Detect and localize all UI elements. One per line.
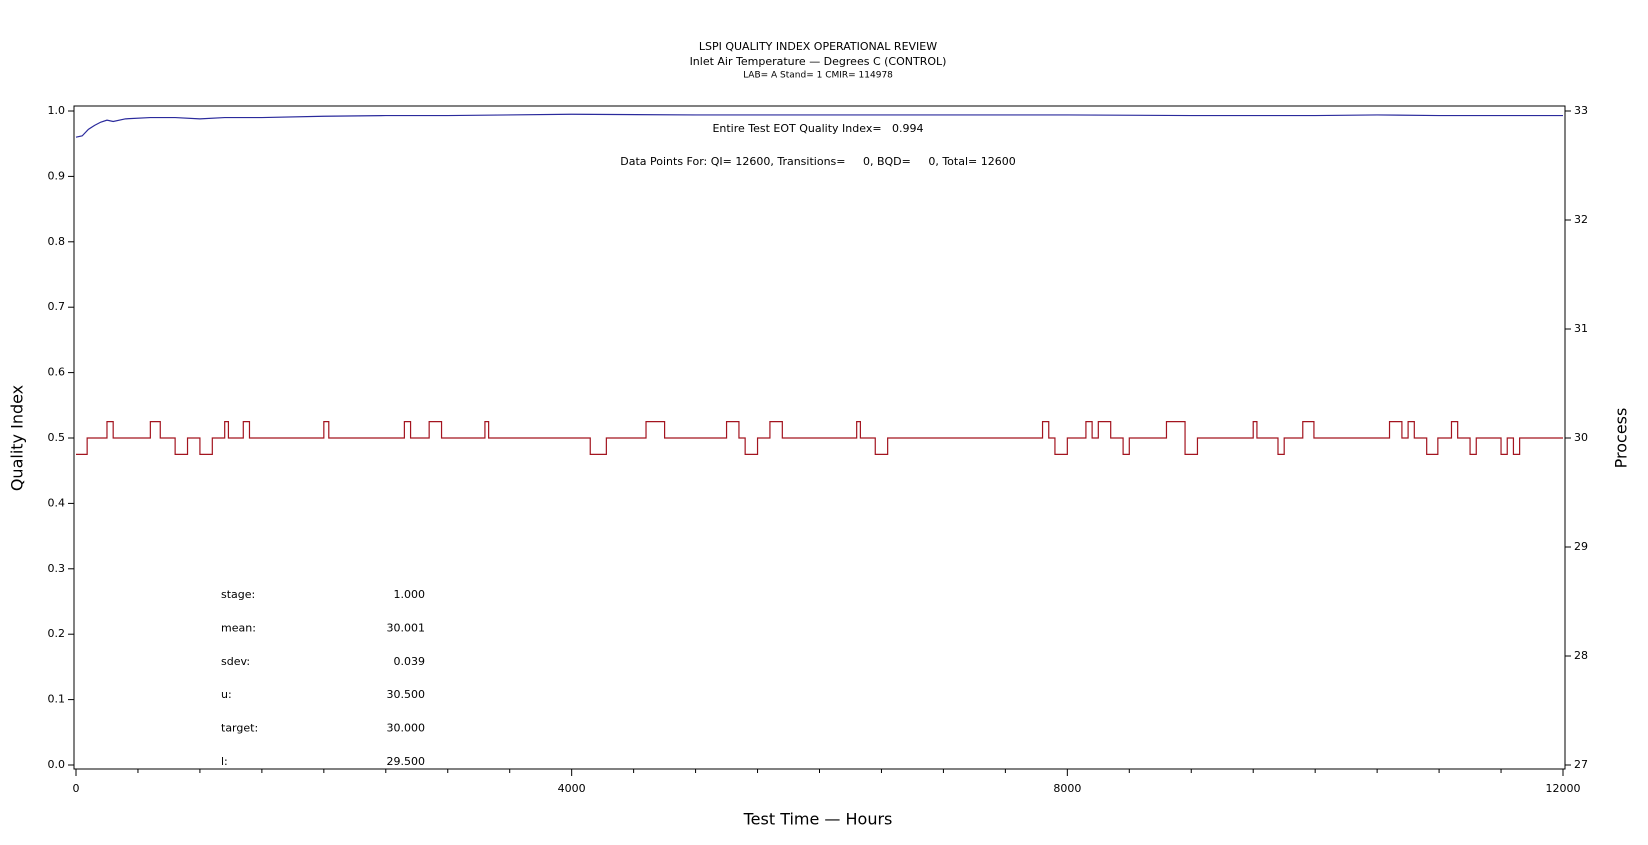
- annotation: Data Points For: QI= 12600, Transitions=…: [620, 155, 1015, 168]
- stat-value: 30.500: [387, 688, 426, 701]
- y2-tick-label: 30: [1574, 431, 1588, 444]
- y2-axis-label: Process: [1612, 408, 1631, 469]
- stat-label: mean:: [221, 621, 256, 634]
- y2-tick-label: 27: [1574, 758, 1588, 771]
- y-tick-label: 0.9: [48, 169, 66, 182]
- y2-tick-label: 28: [1574, 649, 1588, 662]
- y-tick-label: 0.2: [48, 627, 66, 640]
- stat-label: target:: [221, 722, 258, 735]
- stat-label: stage:: [221, 588, 255, 601]
- y2-tick-label: 31: [1574, 322, 1588, 335]
- stat-value: 29.500: [387, 755, 426, 768]
- stat-value: 0.039: [394, 655, 426, 668]
- y-tick-label: 0.1: [48, 693, 66, 706]
- y-axis-label: Quality Index: [8, 385, 27, 491]
- x-tick-label: 12000: [1546, 782, 1581, 795]
- stat-label: u:: [221, 688, 232, 701]
- annotation: Entire Test EOT Quality Index= 0.994: [712, 122, 923, 135]
- y2-tick-label: 33: [1574, 104, 1588, 117]
- x-axis-label: Test Time — Hours: [743, 810, 893, 829]
- stat-label: l:: [221, 755, 228, 768]
- chart-subtitle: LAB= A Stand= 1 CMIR= 114978: [743, 71, 893, 81]
- chart-title: LSPI QUALITY INDEX OPERATIONAL REVIEW: [699, 40, 937, 53]
- y-tick-label: 0.0: [48, 758, 66, 771]
- y2-tick-label: 29: [1574, 540, 1588, 553]
- stat-value: 30.000: [387, 722, 426, 735]
- y-tick-label: 0.6: [48, 366, 66, 379]
- stat-value: 30.001: [387, 621, 426, 634]
- x-tick-label: 8000: [1053, 782, 1081, 795]
- y-tick-label: 0.5: [48, 431, 66, 444]
- stat-value: 1.000: [394, 588, 426, 601]
- y-tick-label: 0.4: [48, 496, 66, 509]
- stat-label: sdev:: [221, 655, 250, 668]
- line-series: [75, 113, 1563, 138]
- y-tick-label: 1.0: [48, 104, 66, 117]
- y-tick-label: 0.8: [48, 235, 66, 248]
- y2-tick-label: 32: [1574, 213, 1588, 226]
- x-tick-label: 4000: [558, 782, 586, 795]
- y-tick-label: 0.3: [48, 562, 66, 575]
- chart-subtitle: Inlet Air Temperature — Degrees C (CONTR…: [690, 55, 947, 68]
- y-tick-label: 0.7: [48, 300, 66, 313]
- line-series: [76, 421, 1563, 455]
- x-tick-label: 0: [73, 782, 80, 795]
